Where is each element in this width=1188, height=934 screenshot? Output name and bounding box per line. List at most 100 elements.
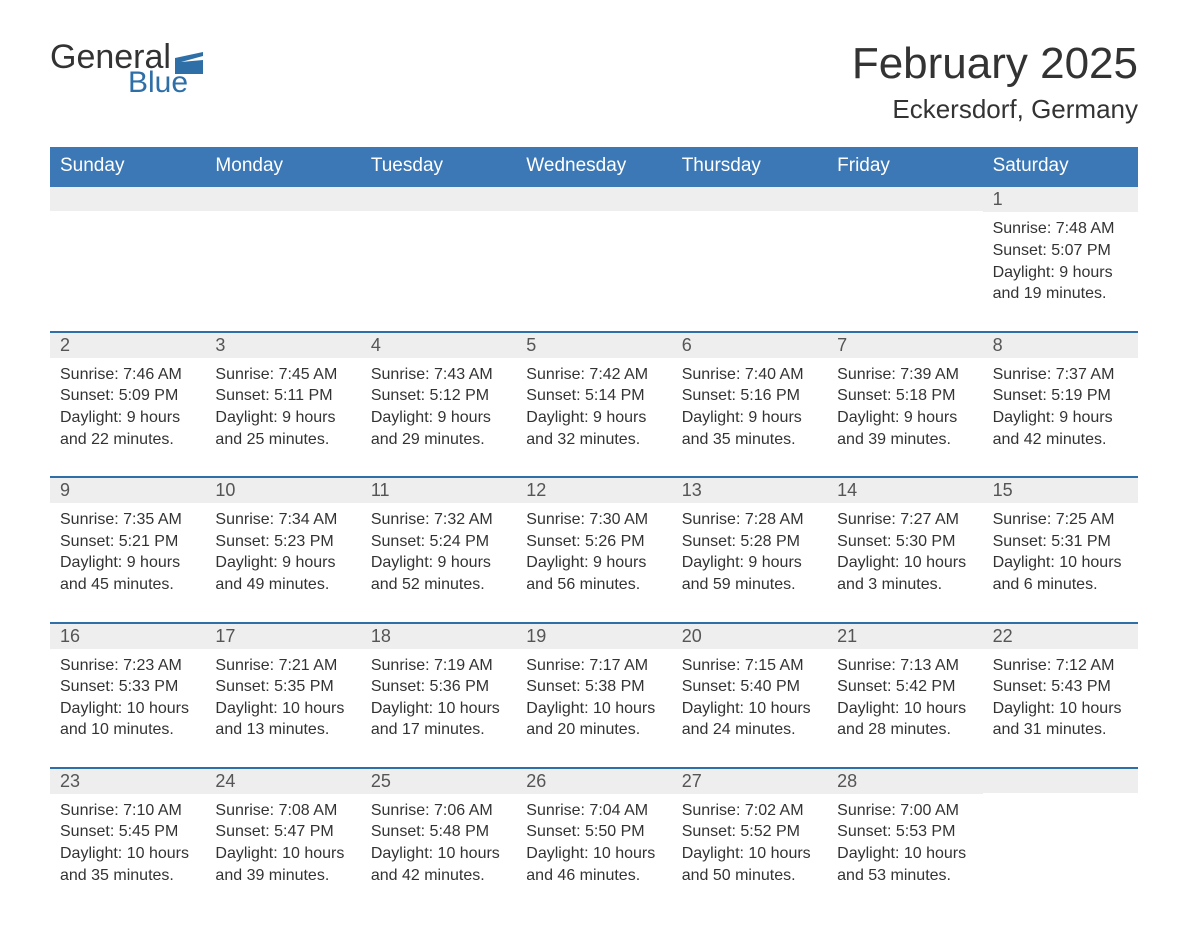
day-sunset: Sunset: 5:21 PM <box>60 531 195 553</box>
week-row: 16Sunrise: 7:23 AMSunset: 5:33 PMDayligh… <box>50 622 1138 749</box>
day-sunset: Sunset: 5:50 PM <box>526 821 661 843</box>
day-daylight1: Daylight: 10 hours <box>837 698 972 720</box>
day-daylight1: Daylight: 10 hours <box>682 843 817 865</box>
day-daylight2: and 24 minutes. <box>682 719 817 741</box>
day-cell: 21Sunrise: 7:13 AMSunset: 5:42 PMDayligh… <box>827 624 982 749</box>
day-cell: 12Sunrise: 7:30 AMSunset: 5:26 PMDayligh… <box>516 478 671 603</box>
day-cell: 2Sunrise: 7:46 AMSunset: 5:09 PMDaylight… <box>50 333 205 458</box>
day-daylight1: Daylight: 10 hours <box>682 698 817 720</box>
day-daylight2: and 42 minutes. <box>371 865 506 887</box>
day-daylight2: and 28 minutes. <box>837 719 972 741</box>
day-daylight1: Daylight: 9 hours <box>371 407 506 429</box>
day-number: 14 <box>827 478 982 503</box>
day-daylight1: Daylight: 10 hours <box>215 843 350 865</box>
day-sunrise: Sunrise: 7:48 AM <box>993 218 1128 240</box>
day-daylight2: and 19 minutes. <box>993 283 1128 305</box>
day-cell: 14Sunrise: 7:27 AMSunset: 5:30 PMDayligh… <box>827 478 982 603</box>
day-cell: 22Sunrise: 7:12 AMSunset: 5:43 PMDayligh… <box>983 624 1138 749</box>
day-daylight1: Daylight: 10 hours <box>837 552 972 574</box>
day-sunrise: Sunrise: 7:02 AM <box>682 800 817 822</box>
day-number: 4 <box>361 333 516 358</box>
day-number: 16 <box>50 624 205 649</box>
day-sunset: Sunset: 5:47 PM <box>215 821 350 843</box>
day-daylight1: Daylight: 9 hours <box>526 552 661 574</box>
day-daylight2: and 39 minutes. <box>837 429 972 451</box>
day-number: 15 <box>983 478 1138 503</box>
day-sunrise: Sunrise: 7:27 AM <box>837 509 972 531</box>
day-detail: Sunrise: 7:17 AMSunset: 5:38 PMDaylight:… <box>526 655 661 741</box>
day-daylight2: and 52 minutes. <box>371 574 506 596</box>
day-daylight1: Daylight: 9 hours <box>682 552 817 574</box>
day-number <box>827 187 982 211</box>
day-daylight1: Daylight: 9 hours <box>526 407 661 429</box>
week-row: 23Sunrise: 7:10 AMSunset: 5:45 PMDayligh… <box>50 767 1138 894</box>
day-number: 3 <box>205 333 360 358</box>
day-daylight1: Daylight: 10 hours <box>215 698 350 720</box>
day-detail: Sunrise: 7:28 AMSunset: 5:28 PMDaylight:… <box>682 509 817 595</box>
day-sunrise: Sunrise: 7:17 AM <box>526 655 661 677</box>
logo: General Blue <box>50 40 203 98</box>
day-detail: Sunrise: 7:08 AMSunset: 5:47 PMDaylight:… <box>215 800 350 886</box>
day-cell: 6 Sunrise: 7:40 AMSunset: 5:16 PMDaylight… <box>672 333 827 458</box>
day-cell: 27Sunrise: 7:02 AMSunset: 5:52 PMDayligh… <box>672 769 827 894</box>
day-sunset: Sunset: 5:16 PM <box>682 385 817 407</box>
day-detail: Sunrise: 7:45 AMSunset: 5:11 PMDaylight:… <box>215 364 350 450</box>
day-daylight2: and 59 minutes. <box>682 574 817 596</box>
day-daylight1: Daylight: 10 hours <box>526 843 661 865</box>
day-sunset: Sunset: 5:33 PM <box>60 676 195 698</box>
day-sunset: Sunset: 5:52 PM <box>682 821 817 843</box>
day-detail: Sunrise: 7:34 AMSunset: 5:23 PMDaylight:… <box>215 509 350 595</box>
day-sunrise: Sunrise: 7:34 AM <box>215 509 350 531</box>
day-cell: 3 Sunrise: 7:45 AMSunset: 5:11 PMDaylight… <box>205 333 360 458</box>
day-sunset: Sunset: 5:07 PM <box>993 240 1128 262</box>
day-number <box>361 187 516 211</box>
day-detail: Sunrise: 7:39 AMSunset: 5:18 PMDaylight:… <box>837 364 972 450</box>
day-detail: Sunrise: 7:25 AMSunset: 5:31 PMDaylight:… <box>993 509 1128 595</box>
day-number: 9 <box>50 478 205 503</box>
weekday-col: Wednesday <box>516 147 671 187</box>
day-cell: 25Sunrise: 7:06 AMSunset: 5:48 PMDayligh… <box>361 769 516 894</box>
day-number: 25 <box>361 769 516 794</box>
day-number: 6 <box>672 333 827 358</box>
day-sunrise: Sunrise: 7:35 AM <box>60 509 195 531</box>
day-detail: Sunrise: 7:35 AMSunset: 5:21 PMDaylight:… <box>60 509 195 595</box>
day-daylight2: and 35 minutes. <box>682 429 817 451</box>
day-sunset: Sunset: 5:45 PM <box>60 821 195 843</box>
day-detail: Sunrise: 7:15 AMSunset: 5:40 PMDaylight:… <box>682 655 817 741</box>
day-number: 24 <box>205 769 360 794</box>
day-daylight2: and 20 minutes. <box>526 719 661 741</box>
day-sunset: Sunset: 5:09 PM <box>60 385 195 407</box>
day-sunrise: Sunrise: 7:37 AM <box>993 364 1128 386</box>
day-sunrise: Sunrise: 7:19 AM <box>371 655 506 677</box>
day-number: 18 <box>361 624 516 649</box>
day-number <box>205 187 360 211</box>
location-title: Eckersdorf, Germany <box>852 94 1138 125</box>
day-sunrise: Sunrise: 7:32 AM <box>371 509 506 531</box>
weekday-col: Friday <box>827 147 982 187</box>
day-detail: Sunrise: 7:40 AMSunset: 5:16 PMDaylight:… <box>682 364 817 450</box>
day-daylight2: and 35 minutes. <box>60 865 195 887</box>
day-daylight1: Daylight: 10 hours <box>60 843 195 865</box>
day-cell: 7Sunrise: 7:39 AMSunset: 5:18 PMDaylight… <box>827 333 982 458</box>
day-sunrise: Sunrise: 7:06 AM <box>371 800 506 822</box>
day-daylight2: and 45 minutes. <box>60 574 195 596</box>
day-detail: Sunrise: 7:00 AMSunset: 5:53 PMDaylight:… <box>837 800 972 886</box>
day-cell: 11Sunrise: 7:32 AMSunset: 5:24 PMDayligh… <box>361 478 516 603</box>
day-number <box>516 187 671 211</box>
day-cell: 5Sunrise: 7:42 AMSunset: 5:14 PMDaylight… <box>516 333 671 458</box>
day-daylight2: and 50 minutes. <box>682 865 817 887</box>
day-daylight2: and 13 minutes. <box>215 719 350 741</box>
day-sunset: Sunset: 5:26 PM <box>526 531 661 553</box>
day-daylight1: Daylight: 9 hours <box>993 262 1128 284</box>
day-number: 26 <box>516 769 671 794</box>
day-sunrise: Sunrise: 7:21 AM <box>215 655 350 677</box>
day-sunrise: Sunrise: 7:13 AM <box>837 655 972 677</box>
day-daylight2: and 22 minutes. <box>60 429 195 451</box>
day-cell <box>983 769 1138 894</box>
day-cell: 18Sunrise: 7:19 AMSunset: 5:36 PMDayligh… <box>361 624 516 749</box>
day-cell <box>361 187 516 312</box>
day-cell <box>672 187 827 312</box>
day-cell: 26Sunrise: 7:04 AMSunset: 5:50 PMDayligh… <box>516 769 671 894</box>
weekday-col: Thursday <box>672 147 827 187</box>
day-detail: Sunrise: 7:12 AMSunset: 5:43 PMDaylight:… <box>993 655 1128 741</box>
